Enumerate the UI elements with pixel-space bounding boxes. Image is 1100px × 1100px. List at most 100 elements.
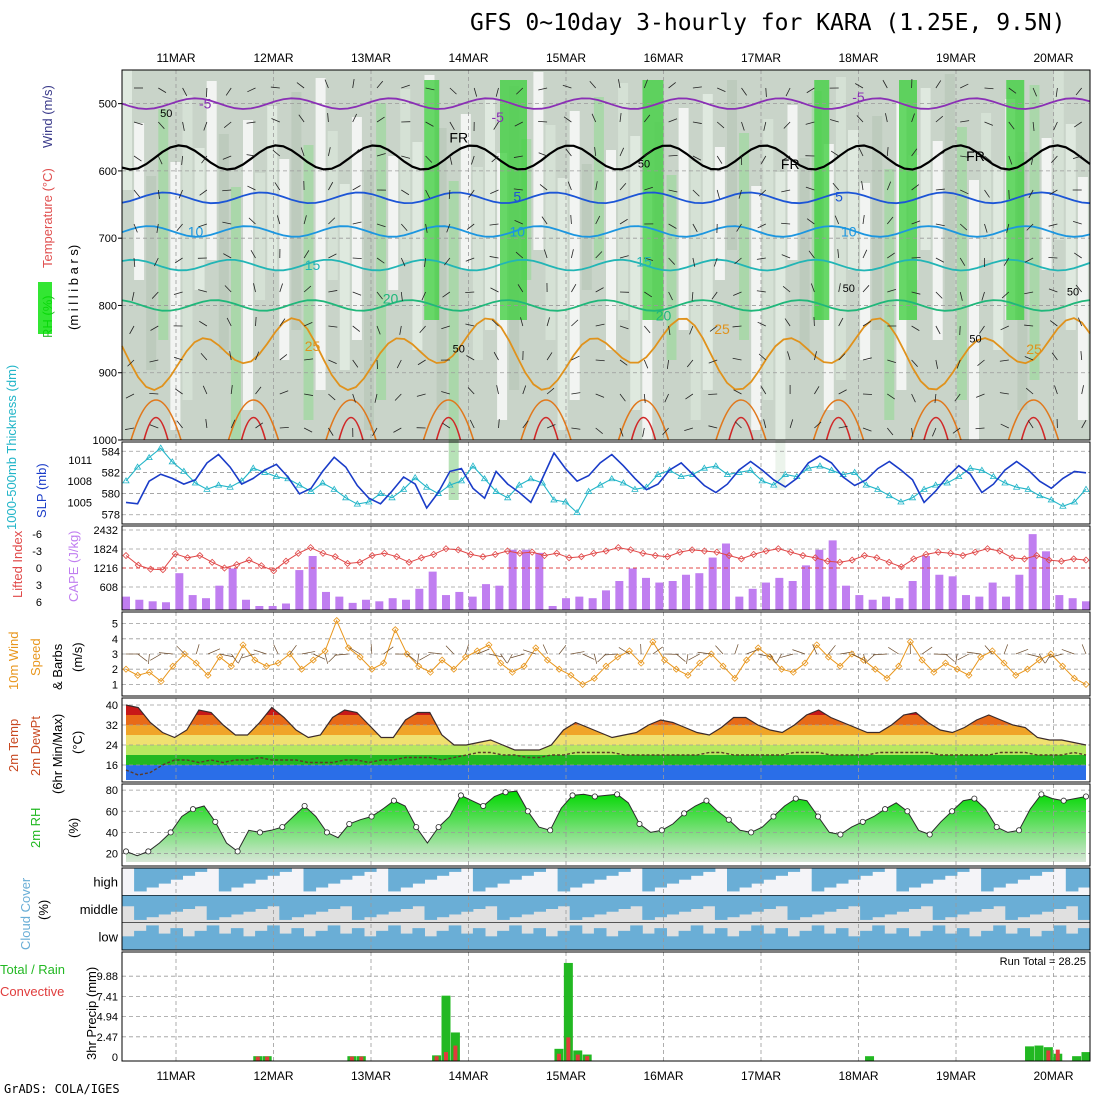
lifted-index-point xyxy=(700,547,709,555)
wind-barb xyxy=(733,291,742,296)
cloud-low-bar xyxy=(472,928,486,950)
cloud-high-bar xyxy=(279,868,292,872)
thickness-point xyxy=(156,444,165,451)
cloud-low-bar xyxy=(134,930,147,950)
wind10m-point xyxy=(1023,665,1032,673)
wind-barb xyxy=(952,427,961,434)
wind10m-barb xyxy=(313,653,326,660)
cloud-middle-bar xyxy=(569,895,583,920)
wind-barb xyxy=(741,121,745,131)
wind10m-barb xyxy=(195,644,200,655)
wind-barb xyxy=(619,393,626,402)
cloud-low-bar xyxy=(932,925,946,950)
cape-bar xyxy=(282,603,290,610)
rh-shading-strip xyxy=(122,70,132,190)
cloud-low-bar xyxy=(448,925,462,950)
wind-barb xyxy=(127,359,135,367)
wind-barb xyxy=(328,253,337,259)
cape-bar xyxy=(695,573,704,610)
rh-shading-strip xyxy=(944,74,955,310)
wind10m-point xyxy=(309,656,317,664)
wind-barb xyxy=(394,393,402,401)
wind-barb xyxy=(1049,320,1058,327)
cape-bar xyxy=(762,582,770,610)
thickness-point xyxy=(226,483,234,490)
cloud-high-bar xyxy=(727,868,740,892)
date-label-top: 12MAR xyxy=(253,51,293,65)
wind-barb xyxy=(644,150,652,157)
wind10m-barb xyxy=(207,648,221,655)
wind10m-point xyxy=(298,665,306,673)
rh2m-tick-label: 60 xyxy=(106,806,118,818)
wind10m-tick-label: 1 xyxy=(112,679,118,691)
rh2m-point xyxy=(346,820,353,827)
lifted-index-point xyxy=(688,546,696,554)
wind-barb xyxy=(959,257,966,266)
rh2m-area xyxy=(126,791,1086,862)
cape-bar xyxy=(922,556,930,610)
wind-barb xyxy=(862,357,872,361)
wind-barb xyxy=(448,189,451,200)
wind-barb xyxy=(956,359,961,369)
wind10m-barb xyxy=(652,646,663,655)
cloud-middle-bar xyxy=(714,895,728,920)
isotherm-label: FR xyxy=(449,129,468,145)
cape-bar xyxy=(668,581,677,610)
precip-convective-bar xyxy=(556,1053,561,1061)
cloud-high-bar xyxy=(944,868,958,876)
cloud-middle-bar xyxy=(279,895,292,920)
precip-convective-bar xyxy=(349,1056,354,1061)
thickness-tick-label: 582 xyxy=(102,467,120,479)
temp2m-bands xyxy=(126,705,1086,780)
thickness-point xyxy=(423,483,431,490)
wind-barb xyxy=(1080,350,1083,361)
cloud-low-bar xyxy=(364,936,377,950)
thickness-point xyxy=(584,487,593,494)
warm-contour-lobe xyxy=(325,399,377,441)
cape-bar xyxy=(722,543,730,610)
wind-barb xyxy=(425,155,433,163)
wind10m-barb xyxy=(1045,653,1052,664)
wind-barb xyxy=(248,217,256,225)
wind-barb xyxy=(806,87,815,94)
wind-barb xyxy=(808,250,815,259)
thickness-point xyxy=(388,494,396,501)
thickness-point xyxy=(342,494,350,501)
rh2m-point xyxy=(614,791,621,798)
wind10m-point xyxy=(368,665,376,673)
wind-barb xyxy=(1075,87,1083,96)
wind10m-point xyxy=(239,641,247,649)
thickness-point xyxy=(307,487,315,494)
thickness-point xyxy=(249,464,257,471)
wind10m-point xyxy=(1059,662,1067,670)
cloud-middle-bar xyxy=(267,895,280,907)
wind-barb xyxy=(376,223,386,228)
precip-tick-label: 4.94 xyxy=(97,1012,118,1024)
warm-contour-lobe xyxy=(910,399,962,441)
cape-bar xyxy=(188,595,197,610)
wind10m-barb xyxy=(828,645,836,655)
wind-barb xyxy=(202,385,208,395)
rh-shading-strip xyxy=(267,106,278,270)
wind-barb xyxy=(303,285,312,293)
thickness-point xyxy=(365,498,373,505)
wind-barb xyxy=(324,79,329,89)
wind-barb xyxy=(1074,252,1082,259)
wind10m-barb xyxy=(289,644,297,655)
thickness-point xyxy=(1059,502,1067,509)
wind-barb xyxy=(1027,420,1034,429)
wind10m-barb xyxy=(176,645,185,655)
wind-barb xyxy=(133,155,142,162)
wind-barb xyxy=(571,427,581,430)
wind-barb xyxy=(279,354,288,361)
wind10m-barb xyxy=(148,653,150,665)
cloud-middle-bar xyxy=(896,895,909,912)
wind-barb xyxy=(668,291,673,301)
wind-barb xyxy=(716,121,725,129)
cloud-high-bar xyxy=(472,868,486,892)
cloud-low-bar xyxy=(460,933,474,950)
rh-shading-strip xyxy=(170,162,181,430)
rh-shading-strip xyxy=(969,180,979,490)
wind-barb xyxy=(246,154,256,157)
rh-shading-strip xyxy=(243,120,253,410)
